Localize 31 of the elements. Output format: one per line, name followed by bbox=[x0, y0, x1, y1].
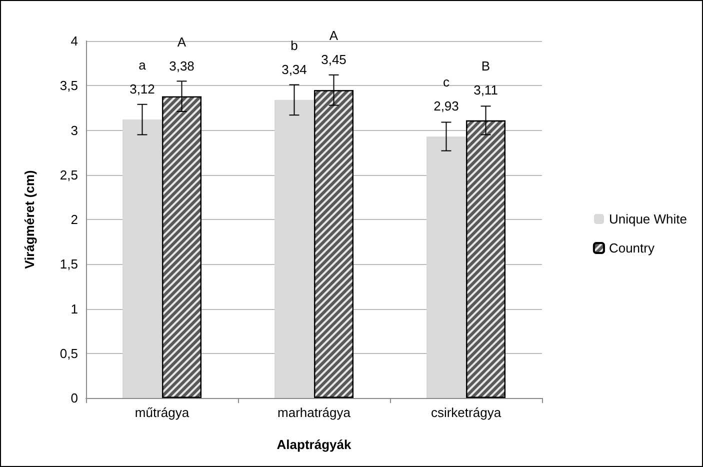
y-tick-label: 2 bbox=[70, 212, 78, 227]
y-tick-label: 4 bbox=[70, 34, 78, 48]
annotation: b bbox=[290, 38, 298, 53]
y-tick-label: 1,5 bbox=[60, 256, 78, 272]
data-label: 3,45 bbox=[321, 52, 346, 68]
bar bbox=[274, 100, 314, 398]
y-tick-label: 2,5 bbox=[60, 167, 78, 182]
bar bbox=[426, 136, 466, 398]
data-label: 3,38 bbox=[169, 58, 194, 74]
y-tick-label: 0,5 bbox=[60, 346, 78, 361]
annotation: c bbox=[442, 74, 450, 90]
annotation: A bbox=[329, 28, 338, 44]
y-tick-label: 0 bbox=[70, 390, 78, 406]
annotation: B bbox=[481, 58, 490, 74]
annotation: A bbox=[177, 34, 186, 50]
bar bbox=[122, 120, 162, 398]
data-label: 2,93 bbox=[434, 98, 459, 114]
x-tick-label: műtrágya bbox=[134, 405, 190, 420]
x-tick-label: csirketrágya bbox=[430, 405, 502, 420]
data-label: 3,11 bbox=[474, 82, 498, 98]
data-label: 3,34 bbox=[282, 62, 307, 77]
y-tick-label: 3,5 bbox=[60, 78, 78, 94]
data-label: 3,12 bbox=[130, 82, 155, 97]
y-tick-label: 3 bbox=[70, 122, 78, 138]
legend-label: Country bbox=[608, 240, 655, 256]
y-axis-title: Virágméret (cm) bbox=[22, 170, 37, 269]
x-tick-label: marhatrágya bbox=[278, 405, 352, 420]
annotation: a bbox=[138, 58, 147, 73]
x-axis-title: Alaptrágyák bbox=[276, 437, 352, 452]
y-tick-label: 1 bbox=[70, 301, 78, 316]
legend-label: Unique White bbox=[608, 212, 688, 226]
